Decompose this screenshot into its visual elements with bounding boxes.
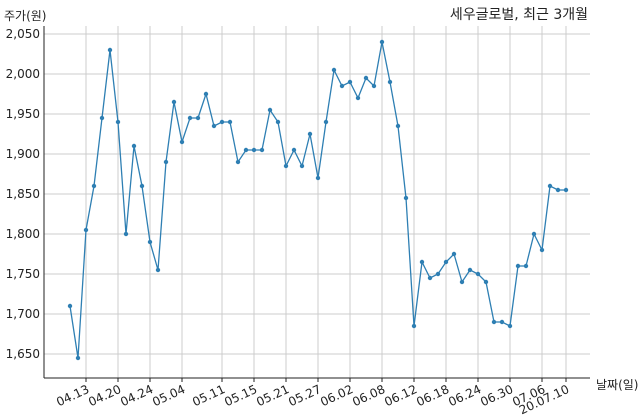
data-point [483,279,489,285]
data-point [99,115,105,121]
y-tick-label: 1,850 [6,187,40,201]
data-point [75,355,81,361]
data-point [243,147,249,153]
data-point [371,83,377,89]
x-tick-label: 05.11 [190,382,227,409]
data-point [299,163,305,169]
chart-title: 세우글로벌, 최근 3개월 [450,7,588,23]
x-tick-label: 04.13 [54,382,91,409]
data-point [507,323,513,329]
x-tick-label: 04.20 [86,382,123,409]
data-point [443,259,449,265]
data-point [459,279,465,285]
data-point [411,323,417,329]
data-point [339,83,345,89]
data-point [171,99,177,105]
y-tick-label: 1,750 [6,267,40,281]
data-point [203,91,209,97]
data-point [539,247,545,253]
data-point [187,115,193,121]
x-axis-title: 날짜(일) [596,378,638,392]
data-point [131,143,137,149]
y-axis-title: 주가(원) [4,9,46,23]
data-point [251,147,257,153]
y-tick-label: 1,650 [6,347,40,361]
data-point [195,115,201,121]
data-point [363,75,369,81]
data-point [467,267,473,273]
data-point [563,187,569,193]
y-tick-label: 1,800 [6,227,40,241]
x-tick-label: 06.02 [318,382,355,409]
data-point [499,319,505,325]
data-point [403,195,409,201]
data-point [267,107,273,113]
data-point [323,119,329,125]
data-point [219,119,225,125]
data-point [475,271,481,277]
x-tick-label: 04.24 [118,382,155,409]
y-tick-label: 1,700 [6,307,40,321]
data-point [395,123,401,129]
data-point [547,183,553,189]
data-point [163,159,169,165]
x-tick-label: 05.21 [254,382,291,409]
x-tick-label: 05.04 [150,382,187,409]
y-tick-label: 2,000 [6,67,40,81]
x-tick-label: 06.08 [350,382,387,409]
data-point [347,79,353,85]
data-point [315,175,321,181]
y-tick-label: 1,950 [6,107,40,121]
x-tick-label: 06.30 [478,382,515,409]
data-point [211,123,217,129]
data-point [91,183,97,189]
data-point [523,263,529,269]
data-point [259,147,265,153]
y-tick-label: 2,050 [6,27,40,41]
x-tick-label: 06.12 [382,382,419,409]
labels: 주가(원) 날짜(일) 세우글로벌, 최근 3개월 [4,7,638,392]
data-point [155,267,161,273]
y-tick-label: 1,900 [6,147,40,161]
data-point [227,119,233,125]
x-tick-label: 06.18 [414,382,451,409]
x-tick-label: 06.24 [446,382,483,409]
data-point [419,259,425,265]
x-tick-label: 05.27 [286,382,323,409]
data-point [331,67,337,73]
data-point [291,147,297,153]
data-point [531,231,537,237]
data-point [451,251,457,257]
data-point [427,275,433,281]
data-point [355,95,361,101]
series-layer [67,39,569,361]
data-point [115,119,121,125]
data-point [123,231,129,237]
data-point [275,119,281,125]
data-point [387,79,393,85]
data-point [179,139,185,145]
data-point [283,163,289,169]
x-tick-label: 05.15 [222,382,259,409]
data-point [379,39,385,45]
axes: 1,650 1,700 1,750 1,800 1,850 1,900 1,950 2,000… [6,26,590,417]
data-point [107,47,113,53]
data-point [435,271,441,277]
data-point [491,319,497,325]
data-point [515,263,521,269]
data-point [147,239,153,245]
data-point [307,131,313,137]
data-point [139,183,145,189]
data-point [67,303,73,309]
data-point [235,159,241,165]
data-point [83,227,89,233]
data-point [555,187,561,193]
